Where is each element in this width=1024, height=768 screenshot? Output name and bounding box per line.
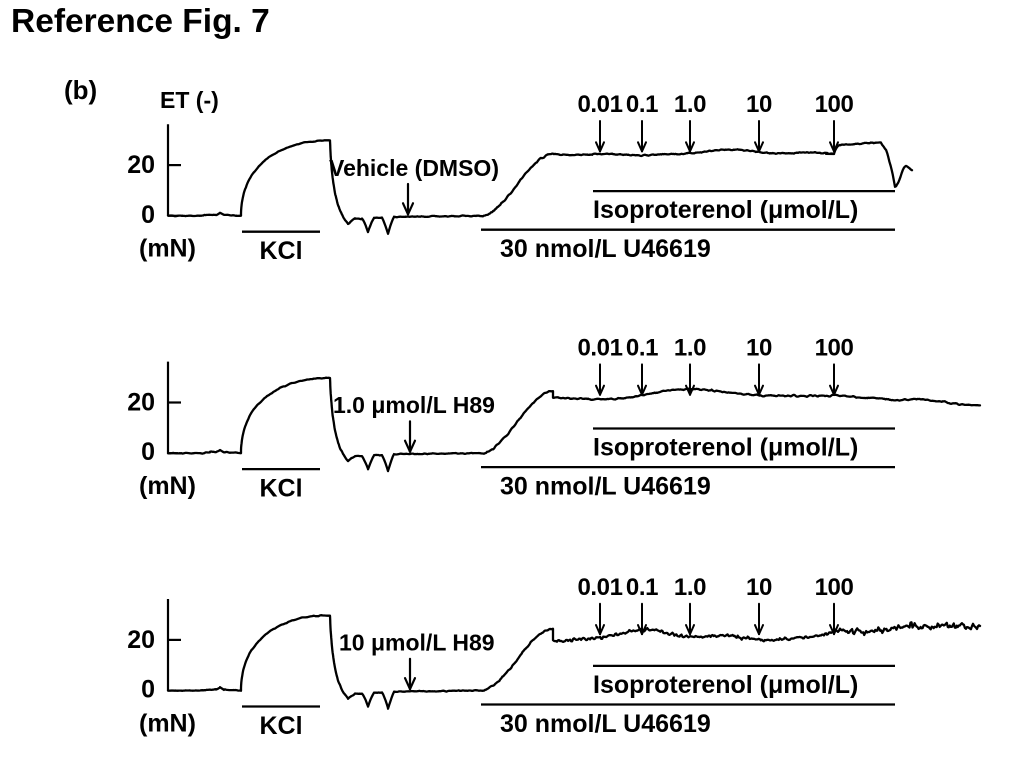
svg-text:ET (-): ET (-) — [160, 87, 219, 113]
svg-text:(mN): (mN) — [139, 235, 196, 263]
svg-text:10: 10 — [746, 91, 772, 118]
svg-text:KCl: KCl — [259, 712, 302, 740]
svg-text:30 nmol/L U46619: 30 nmol/L U46619 — [500, 472, 711, 500]
svg-text:Vehicle (DMSO): Vehicle (DMSO) — [329, 155, 499, 181]
svg-text:1.0: 1.0 — [674, 335, 706, 362]
svg-text:10: 10 — [746, 335, 772, 362]
svg-text:0: 0 — [141, 438, 155, 466]
svg-text:30 nmol/L U46619: 30 nmol/L U46619 — [500, 235, 711, 263]
svg-text:0.01: 0.01 — [577, 574, 622, 601]
svg-text:10 μmol/L H89: 10 μmol/L H89 — [339, 630, 495, 656]
svg-text:KCl: KCl — [259, 237, 302, 265]
svg-text:Isoproterenol (μmol/L): Isoproterenol (μmol/L) — [593, 433, 858, 461]
svg-text:0.1: 0.1 — [626, 91, 658, 118]
svg-text:Isoproterenol (μmol/L): Isoproterenol (μmol/L) — [593, 196, 858, 224]
svg-text:1.0: 1.0 — [674, 91, 706, 118]
svg-text:100: 100 — [815, 335, 854, 362]
svg-text:0: 0 — [141, 201, 155, 229]
svg-text:100: 100 — [815, 91, 854, 118]
svg-text:0: 0 — [141, 676, 155, 704]
svg-text:(mN): (mN) — [139, 709, 196, 737]
svg-text:30 nmol/L U46619: 30 nmol/L U46619 — [500, 710, 711, 738]
svg-text:20: 20 — [127, 389, 155, 417]
svg-text:KCl: KCl — [259, 474, 302, 502]
svg-text:0.1: 0.1 — [626, 574, 658, 601]
svg-text:20: 20 — [127, 626, 155, 654]
svg-text:Isoproterenol (μmol/L): Isoproterenol (μmol/L) — [593, 671, 858, 699]
svg-text:0.01: 0.01 — [577, 91, 622, 118]
svg-text:10: 10 — [746, 574, 772, 601]
svg-text:1.0: 1.0 — [674, 574, 706, 601]
svg-text:100: 100 — [815, 574, 854, 601]
svg-text:0.01: 0.01 — [577, 335, 622, 362]
svg-text:1.0 μmol/L H89: 1.0 μmol/L H89 — [333, 392, 495, 418]
svg-text:0.1: 0.1 — [626, 335, 658, 362]
svg-text:(mN): (mN) — [139, 472, 196, 500]
svg-text:20: 20 — [127, 151, 155, 179]
